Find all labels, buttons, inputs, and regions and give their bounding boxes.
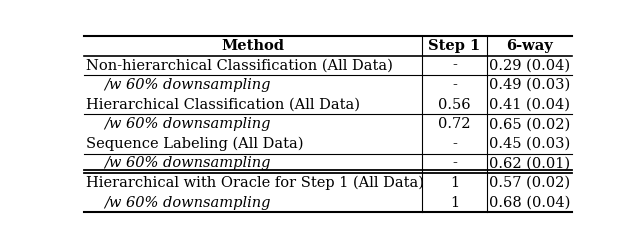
Text: /w 60% downsampling: /w 60% downsampling xyxy=(104,78,270,92)
Text: 0.62 (0.01): 0.62 (0.01) xyxy=(489,156,570,170)
Text: 0.72: 0.72 xyxy=(438,117,470,131)
Text: Hierarchical with Oracle for Step 1 (All Data): Hierarchical with Oracle for Step 1 (All… xyxy=(86,176,424,190)
Text: 1: 1 xyxy=(450,176,459,190)
Text: Hierarchical Classification (All Data): Hierarchical Classification (All Data) xyxy=(86,98,360,112)
Text: 0.41 (0.04): 0.41 (0.04) xyxy=(489,98,570,112)
Text: -: - xyxy=(452,78,457,92)
Text: -: - xyxy=(452,137,457,151)
Text: Sequence Labeling (All Data): Sequence Labeling (All Data) xyxy=(86,137,304,151)
Text: /w 60% downsampling: /w 60% downsampling xyxy=(104,156,270,170)
Text: -: - xyxy=(452,156,457,170)
Text: /w 60% downsampling: /w 60% downsampling xyxy=(104,196,270,210)
Text: 0.57 (0.02): 0.57 (0.02) xyxy=(489,176,570,190)
Text: Method: Method xyxy=(221,39,285,53)
Text: Step 1: Step 1 xyxy=(428,39,481,53)
Text: 0.56: 0.56 xyxy=(438,98,471,112)
Text: /w 60% downsampling: /w 60% downsampling xyxy=(104,117,270,131)
Text: 0.65 (0.02): 0.65 (0.02) xyxy=(489,117,570,131)
Text: 0.45 (0.03): 0.45 (0.03) xyxy=(489,137,570,151)
Text: 0.29 (0.04): 0.29 (0.04) xyxy=(489,59,570,73)
Text: -: - xyxy=(452,59,457,73)
Text: 0.49 (0.03): 0.49 (0.03) xyxy=(489,78,570,92)
Text: 1: 1 xyxy=(450,196,459,210)
Text: 6-way: 6-way xyxy=(506,39,553,53)
Text: Non-hierarchical Classification (All Data): Non-hierarchical Classification (All Dat… xyxy=(86,59,394,73)
Text: 0.68 (0.04): 0.68 (0.04) xyxy=(488,196,570,210)
